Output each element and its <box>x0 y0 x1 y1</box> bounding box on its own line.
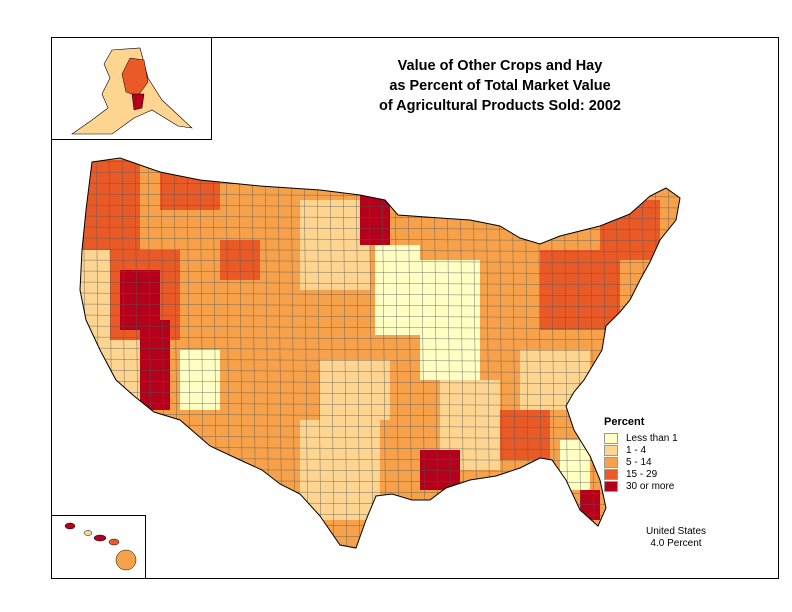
legend-item: 30 or more <box>604 480 678 492</box>
map-frame <box>51 37 779 579</box>
alaska-map-icon <box>71 47 193 135</box>
summary-region: United States <box>645 526 707 537</box>
summary-value: 4.0 Percent <box>650 538 702 549</box>
legend-label: 5 - 14 <box>626 456 652 468</box>
legend-title: Percent <box>604 416 645 428</box>
legend-label: 1 - 4 <box>626 444 647 456</box>
legend-item: Less than 1 <box>604 432 678 444</box>
legend-item: 15 - 29 <box>604 468 678 480</box>
alaska-inset <box>51 37 212 140</box>
title-line-3: of Agricultural Products Sold: 2002 <box>379 98 621 114</box>
hawaii-inset <box>51 515 146 579</box>
legend-item: 1 - 4 <box>604 444 678 456</box>
legend-swatch <box>604 468 618 480</box>
title-line-1: Value of Other Crops and Hay <box>397 58 603 74</box>
title-line-2: as Percent of Total Market Value <box>389 78 611 94</box>
legend-item: 5 - 14 <box>604 456 678 468</box>
us-summary: United States 4.0 Percent <box>636 526 716 550</box>
legend-swatch <box>604 444 618 456</box>
legend-swatch <box>604 432 618 444</box>
hawaii-map-icon <box>64 522 137 571</box>
legend-label: 30 or more <box>626 480 675 492</box>
legend-label: Less than 1 <box>626 432 678 444</box>
map-title: Value of Other Crops and Hay as Percent … <box>330 56 670 116</box>
legend-swatch <box>604 456 618 468</box>
legend-swatch <box>604 480 618 492</box>
legend-label: 15 - 29 <box>626 468 658 480</box>
us-outline <box>79 157 681 549</box>
